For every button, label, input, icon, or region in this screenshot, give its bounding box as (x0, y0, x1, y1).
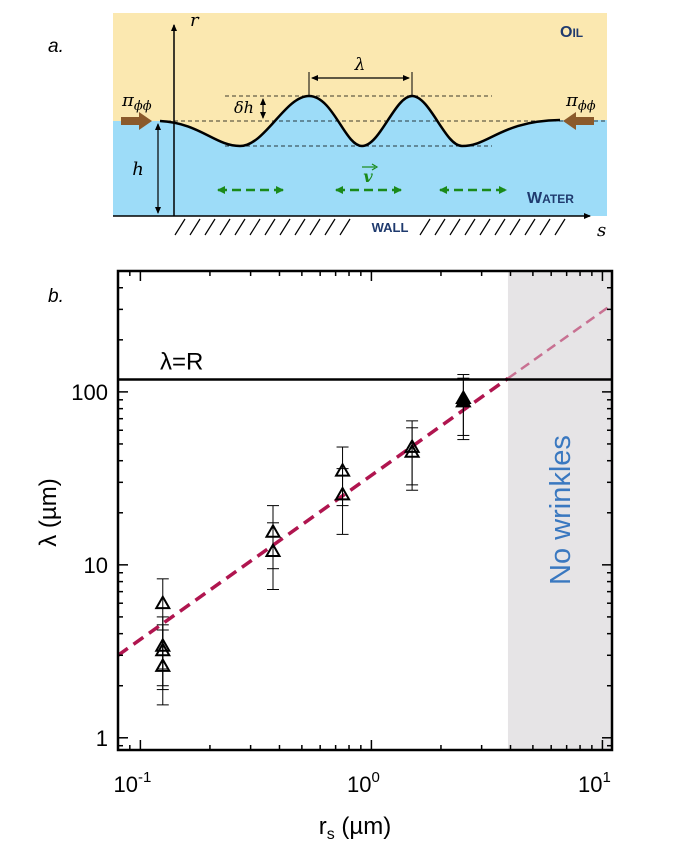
h-label: h (132, 159, 144, 180)
x-tick-label: 10-1 (113, 769, 151, 797)
plot-frame (116, 269, 614, 752)
oil-label: OIL (560, 24, 583, 41)
water-label: WATER (527, 190, 574, 207)
x-tick-label: 101 (578, 769, 611, 797)
data-point-open (154, 594, 172, 610)
fit-line-extrapolated (507, 303, 613, 380)
no-wrinkles-region (507, 271, 612, 750)
data-point-open (403, 438, 421, 453)
data-point-filled (455, 392, 472, 408)
x-tick-label: 100 (347, 769, 380, 797)
y-axis-label: λ (µm) (35, 478, 62, 546)
wall-hatching (174, 218, 566, 236)
velocity-label: v (363, 167, 373, 186)
no-wrinkles-label: No wrinkles (545, 435, 577, 585)
panel-b-label: b. (48, 286, 64, 307)
y-tick-label: 10 (84, 553, 108, 578)
x-axis-label: rs (µm) (319, 813, 391, 843)
data-point-open (154, 657, 172, 672)
fit-line (116, 376, 509, 657)
pi-left-label: πϕϕ (121, 90, 152, 114)
data-point-open (154, 637, 172, 652)
pi-right-label: πϕϕ (565, 90, 596, 114)
y-tick-label: 1 (96, 726, 108, 751)
panel-a: λ δh h r s WALL OIL WATER (48, 10, 607, 241)
pressure-arrow-right (563, 112, 594, 130)
pressure-arrow-left (121, 112, 152, 130)
y-tick-label: 100 (71, 380, 108, 405)
delta-h-label: δh (234, 98, 254, 117)
r-axis-label: r (190, 10, 200, 31)
data-point-open (403, 443, 421, 458)
data-point-open (264, 542, 282, 558)
data-point-open (264, 523, 282, 538)
wall-label: WALL (372, 220, 409, 235)
data-point-open (334, 486, 351, 501)
data-point-open (334, 462, 351, 477)
lambda-label: λ (354, 55, 366, 75)
panel-b: b. 1 10 100 10-1 100 101 λ=R No wrinkles λ (µ… (35, 269, 614, 843)
panel-a-label: a. (48, 36, 64, 57)
s-axis-label: s (597, 220, 606, 241)
data-point-open (154, 641, 172, 657)
reference-line-label: λ=R (160, 348, 203, 375)
velocity-vector-head (371, 163, 379, 171)
